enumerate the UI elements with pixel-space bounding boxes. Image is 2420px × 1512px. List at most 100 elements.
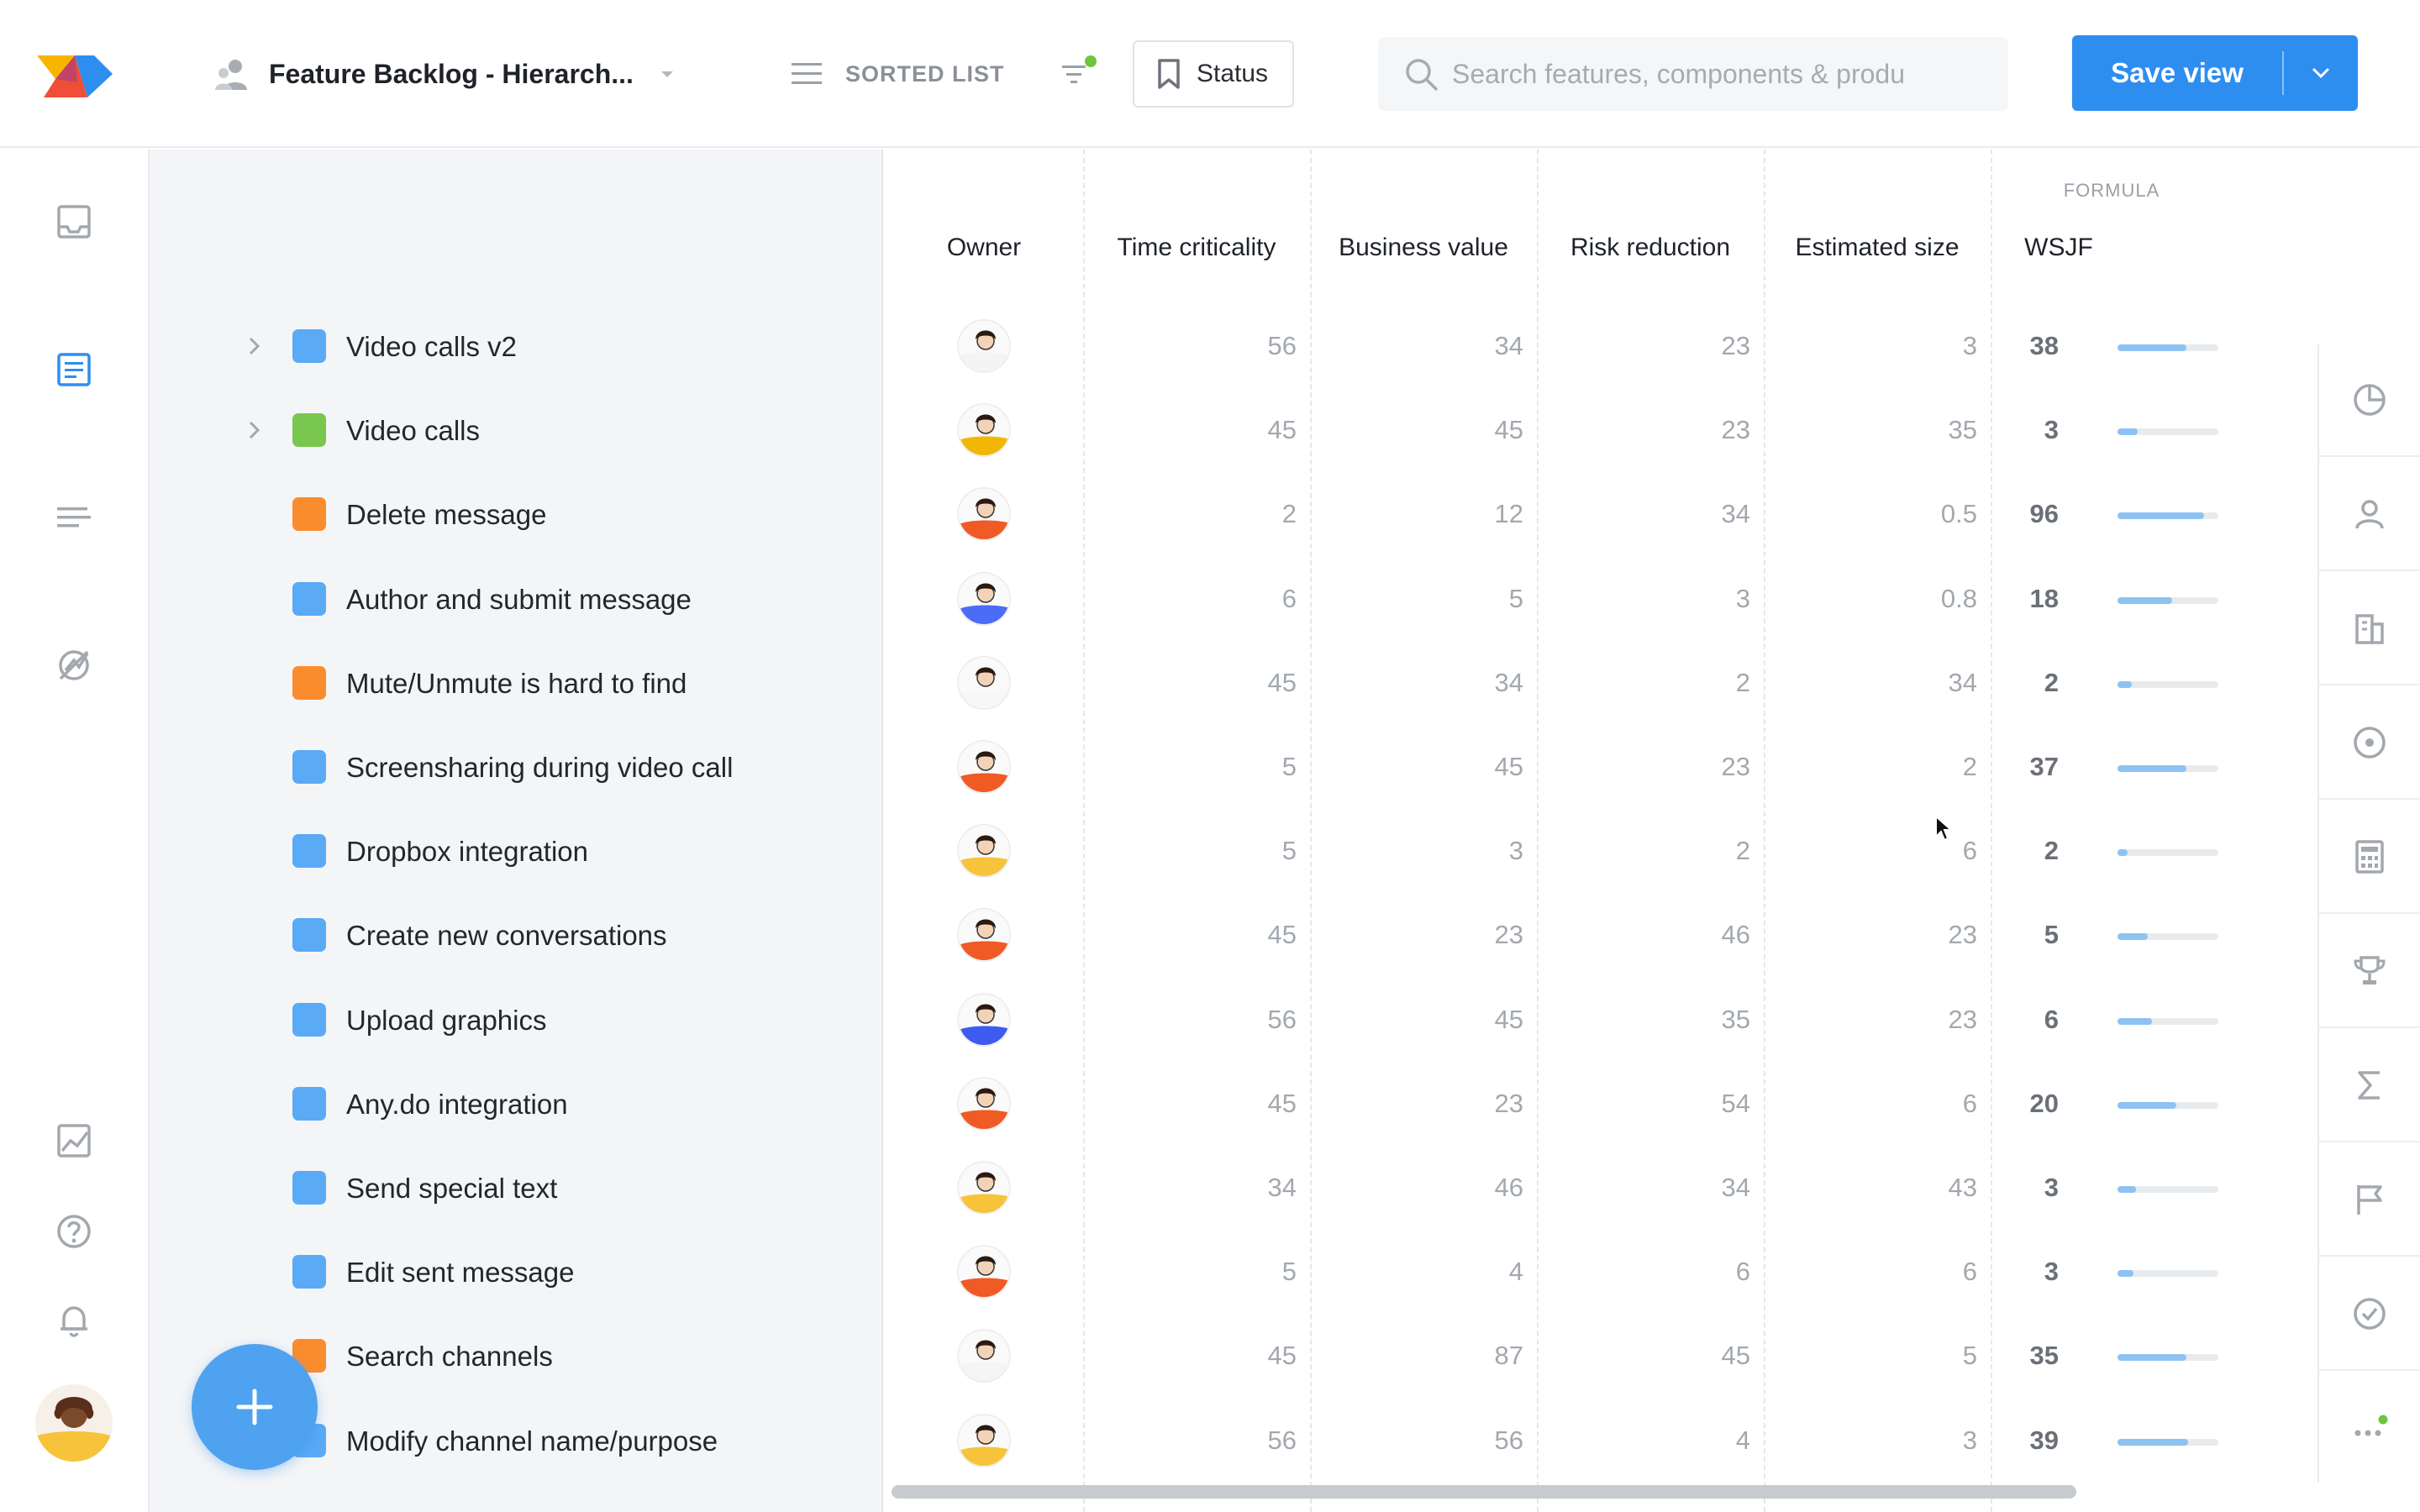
cell-estimated-size[interactable]: 23 xyxy=(1948,920,1977,950)
search-box[interactable] xyxy=(1378,37,2008,111)
sorted-list-toggle[interactable]: SORTED LIST xyxy=(792,55,1005,92)
owner-avatar[interactable] xyxy=(957,571,1011,626)
owner-avatar[interactable] xyxy=(957,1329,1011,1383)
cell-risk-reduction[interactable]: 4 xyxy=(1735,1425,1750,1455)
cell-risk-reduction[interactable]: 45 xyxy=(1721,1341,1750,1371)
cell-business-value[interactable]: 5 xyxy=(1508,583,1523,613)
horizontal-scrollbar[interactable] xyxy=(892,1485,2076,1499)
cell-risk-reduction[interactable]: 23 xyxy=(1721,331,1750,360)
feature-row[interactable]: Video calls v2 xyxy=(150,304,883,388)
cell-time-criticality[interactable]: 5 xyxy=(1281,1257,1297,1287)
notifications-icon[interactable] xyxy=(54,1300,94,1341)
rail-trophy-button[interactable] xyxy=(2319,916,2420,1028)
owner-avatar[interactable] xyxy=(957,824,1011,879)
cell-estimated-size[interactable]: 23 xyxy=(1948,1004,1977,1034)
cell-estimated-size[interactable]: 0.8 xyxy=(1940,583,1977,613)
cell-business-value[interactable]: 34 xyxy=(1494,667,1523,697)
owner-avatar[interactable] xyxy=(957,992,1011,1047)
cell-estimated-size[interactable]: 5 xyxy=(1962,1341,1977,1371)
owner-avatar[interactable] xyxy=(957,1245,1011,1299)
cell-estimated-size[interactable]: 6 xyxy=(1962,836,1977,866)
rail-check-button[interactable] xyxy=(2319,1258,2420,1371)
column-header-estimated-size[interactable]: Estimated size xyxy=(1795,234,1960,261)
chart-icon[interactable] xyxy=(54,1121,94,1161)
cell-business-value[interactable]: 45 xyxy=(1494,415,1523,445)
cell-business-value[interactable]: 87 xyxy=(1494,1341,1523,1371)
chevron-right-icon[interactable] xyxy=(244,419,266,441)
cell-business-value[interactable]: 34 xyxy=(1494,331,1523,360)
cell-time-criticality[interactable]: 45 xyxy=(1267,1341,1297,1371)
cell-business-value[interactable]: 46 xyxy=(1494,1173,1523,1202)
owner-avatar[interactable] xyxy=(957,319,1011,373)
roadmap-icon[interactable] xyxy=(54,497,94,538)
owner-avatar[interactable] xyxy=(957,1161,1011,1215)
cell-estimated-size[interactable]: 6 xyxy=(1962,1088,1977,1118)
rail-calculator-button[interactable] xyxy=(2319,801,2420,914)
cell-risk-reduction[interactable]: 46 xyxy=(1721,920,1750,950)
cell-time-criticality[interactable]: 45 xyxy=(1267,1088,1297,1118)
feature-row[interactable]: Edit sent message xyxy=(150,1230,883,1314)
cell-risk-reduction[interactable]: 2 xyxy=(1735,667,1750,697)
save-view-dropdown[interactable] xyxy=(2284,35,2358,111)
cell-risk-reduction[interactable]: 23 xyxy=(1721,752,1750,781)
column-header-owner[interactable]: Owner xyxy=(946,234,1022,261)
owner-avatar[interactable] xyxy=(957,487,1011,542)
cell-time-criticality[interactable]: 5 xyxy=(1281,752,1297,781)
filter-icon[interactable] xyxy=(1059,54,1099,94)
cell-time-criticality[interactable]: 56 xyxy=(1267,1425,1297,1455)
rail-flag-button[interactable] xyxy=(2319,1144,2420,1257)
feature-row[interactable]: Any.do integration xyxy=(150,1062,883,1146)
cell-business-value[interactable]: 4 xyxy=(1508,1257,1523,1287)
feature-row[interactable]: Video calls xyxy=(150,388,883,472)
owner-avatar[interactable] xyxy=(957,1413,1011,1467)
cell-estimated-size[interactable]: 43 xyxy=(1948,1173,1977,1202)
chevron-right-icon[interactable] xyxy=(244,335,266,357)
insights-icon[interactable] xyxy=(54,645,94,685)
feature-row[interactable]: Send special text xyxy=(150,1146,883,1230)
cell-risk-reduction[interactable]: 34 xyxy=(1721,1173,1750,1202)
cell-time-criticality[interactable]: 6 xyxy=(1281,583,1297,613)
rail-target-button[interactable] xyxy=(2319,687,2420,800)
cell-time-criticality[interactable]: 5 xyxy=(1281,836,1297,866)
help-icon[interactable] xyxy=(54,1211,94,1252)
cell-estimated-size[interactable]: 0.5 xyxy=(1940,499,1977,529)
app-logo[interactable] xyxy=(37,47,113,101)
user-avatar[interactable] xyxy=(35,1384,113,1462)
column-header-business-value[interactable]: Business value xyxy=(1339,234,1508,261)
cell-time-criticality[interactable]: 45 xyxy=(1267,415,1297,445)
feature-row[interactable]: Mute/Unmute is hard to find xyxy=(150,641,883,725)
rail-person-button[interactable] xyxy=(2319,459,2420,571)
view-switcher[interactable]: Feature Backlog - Hierarch... xyxy=(215,54,676,94)
cell-time-criticality[interactable]: 45 xyxy=(1267,920,1297,950)
column-header-time-criticality[interactable]: Time criticality xyxy=(1117,234,1276,261)
cell-business-value[interactable]: 56 xyxy=(1494,1425,1523,1455)
cell-risk-reduction[interactable]: 6 xyxy=(1735,1257,1750,1287)
cell-business-value[interactable]: 3 xyxy=(1508,836,1523,866)
cell-business-value[interactable]: 23 xyxy=(1494,1088,1523,1118)
owner-avatar[interactable] xyxy=(957,403,1011,458)
rail-sigma-button[interactable] xyxy=(2319,1030,2420,1142)
owner-avatar[interactable] xyxy=(957,655,1011,710)
owner-avatar[interactable] xyxy=(957,740,1011,794)
cell-risk-reduction[interactable]: 3 xyxy=(1735,583,1750,613)
cell-estimated-size[interactable]: 2 xyxy=(1962,752,1977,781)
rail-building-button[interactable] xyxy=(2319,573,2420,685)
feature-row[interactable]: Upload graphics xyxy=(150,978,883,1062)
cell-business-value[interactable]: 23 xyxy=(1494,920,1523,950)
board-list-icon[interactable] xyxy=(54,349,94,390)
save-view-button[interactable]: Save view xyxy=(2072,35,2358,111)
rail-more-button[interactable] xyxy=(2319,1373,2420,1485)
cell-risk-reduction[interactable]: 34 xyxy=(1721,499,1750,529)
feature-row[interactable]: Create new conversations xyxy=(150,893,883,977)
cell-time-criticality[interactable]: 2 xyxy=(1281,499,1297,529)
owner-avatar[interactable] xyxy=(957,1076,1011,1131)
feature-row[interactable]: Author and submit message xyxy=(150,557,883,641)
cell-business-value[interactable]: 45 xyxy=(1494,1004,1523,1034)
cell-business-value[interactable]: 12 xyxy=(1494,499,1523,529)
search-input[interactable] xyxy=(1452,58,1965,90)
column-header-risk-reduction[interactable]: Risk reduction xyxy=(1570,234,1731,261)
owner-avatar[interactable] xyxy=(957,908,1011,963)
rail-pie-chart-button[interactable] xyxy=(2319,344,2420,457)
cell-risk-reduction[interactable]: 23 xyxy=(1721,415,1750,445)
cell-risk-reduction[interactable]: 35 xyxy=(1721,1004,1750,1034)
